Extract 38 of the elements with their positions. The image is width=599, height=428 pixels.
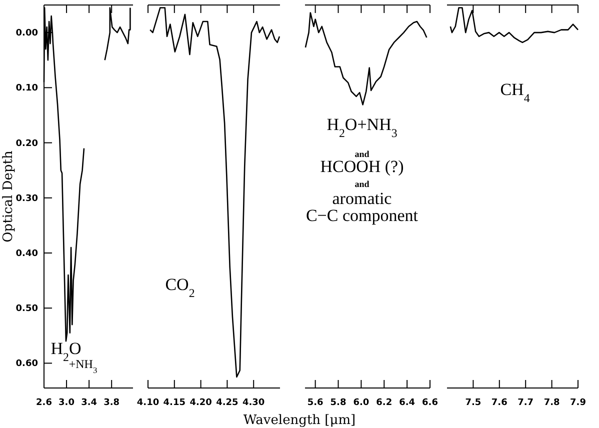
y-tick-label: 0.20: [16, 138, 38, 149]
annotation: and: [354, 179, 370, 189]
x-tick-label: 5.6: [307, 398, 324, 408]
annotation: H$_{2}$O+NH$_{3}$: [326, 115, 398, 140]
x-tick-label: 6.4: [399, 398, 416, 408]
x-tick-label: 4.20: [190, 398, 212, 408]
x-tick-label: 4.25: [216, 398, 238, 408]
x-tick-label: 3.4: [81, 398, 98, 408]
y-axis-title: Optical Depth: [1, 150, 16, 242]
y-tick-label: 0.10: [16, 84, 38, 94]
x-tick-label: 2.6: [36, 398, 52, 408]
x-tick-label: 7.8: [544, 398, 560, 408]
y-tick-label: 0.60: [16, 359, 38, 370]
x-axis-title: Wavelength [μm]: [243, 413, 356, 428]
x-tick-label: 3.0: [58, 398, 75, 408]
y-tick-label: 0.40: [16, 248, 38, 259]
annotation: +NH$_{3}$: [68, 357, 98, 374]
y-tick-label: 0.50: [16, 304, 38, 314]
x-tick-label: 6.6: [422, 398, 438, 408]
annotation: CH$_{4}$: [500, 80, 530, 105]
x-tick-label: 7.9: [570, 398, 586, 408]
annotation: aromatic: [332, 189, 392, 208]
annotation: C−C component: [306, 206, 418, 225]
x-tick-label: 4.15: [163, 398, 186, 408]
x-tick-label: 3.8: [104, 398, 120, 408]
x-tick-label: 7.6: [491, 398, 508, 408]
annotation: HCOOH (?): [320, 157, 404, 176]
y-tick-label: 0.30: [16, 194, 38, 204]
x-tick-label: 5.8: [330, 398, 346, 408]
x-tick-label: 4.30: [242, 398, 265, 408]
x-tick-label: 6.0: [353, 398, 370, 408]
y-tick-label: 0.00: [16, 28, 38, 39]
x-tick-label: 6.2: [376, 398, 392, 408]
x-tick-label: 4.10: [136, 398, 160, 408]
x-tick-label: 7.5: [465, 398, 482, 408]
annotation: CO$_{2}$: [165, 275, 195, 300]
x-tick-label: 7.7: [518, 398, 534, 408]
annotation: and: [354, 149, 370, 159]
